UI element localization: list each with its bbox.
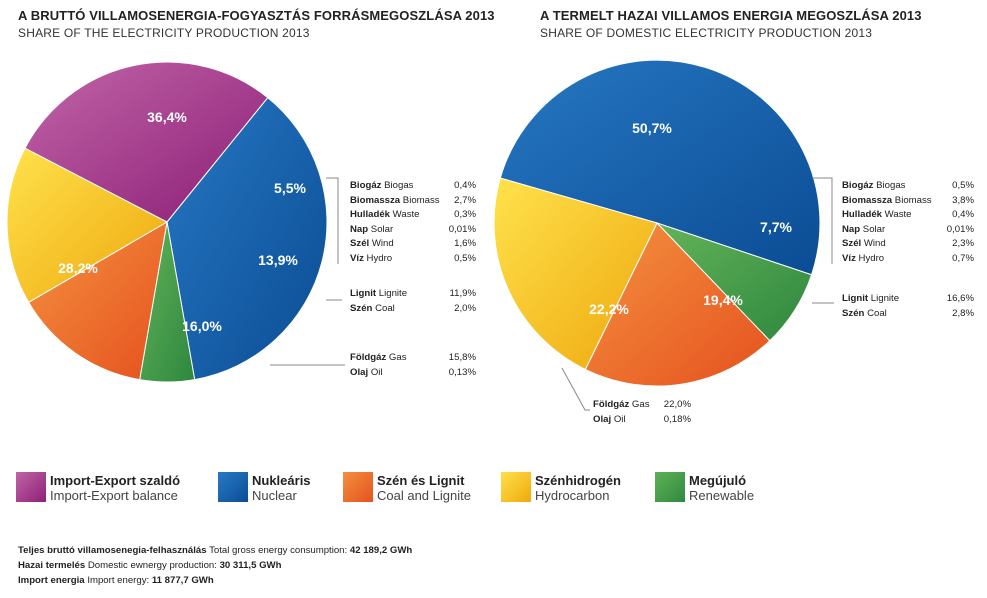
legend-label-hu: Import-Export szaldó	[50, 473, 181, 488]
legend-label-en: Nuclear	[252, 488, 297, 503]
legend-label-hu: Megújuló	[689, 473, 747, 488]
legend-label-hu: Szénhidrogén	[535, 473, 621, 488]
legend-item-hydrocarbon: Szénhidrogén Hydrocarbon	[501, 472, 641, 504]
pie-slice-coal	[27, 221, 168, 381]
legend-swatch-renewable	[655, 472, 685, 502]
slice-label-hydrocarbon: 16,0%	[182, 318, 222, 334]
breakdown-row: Szél Wind 1,6%	[350, 238, 476, 249]
footnote-import-energy: Import energia Import energy: 11 877,7 G…	[18, 575, 214, 586]
legend-item-import: Import-Export szaldó Import-Export balan…	[16, 472, 216, 504]
chart2-renewable-breakdown: Biogáz Biogas 0,5% Biomassza Biomass 3,8% …	[842, 179, 974, 266]
legend-swatch-nuclear	[218, 472, 248, 502]
breakdown-row: Nap Solar 0,01%	[842, 223, 974, 235]
legend-item-renewable: Megújuló Renewable	[655, 472, 775, 504]
breakdown-row: Földgáz Gas 22,0%	[593, 399, 691, 410]
leader-lines	[270, 177, 834, 411]
breakdown-row: Hulladék Waste 0,4%	[842, 209, 974, 220]
breakdown-row: Olaj Oil 0,13%	[350, 366, 476, 378]
legend-swatch-hydrocarbon	[501, 472, 531, 502]
breakdown-row: Szén Coal 2,0%	[350, 302, 476, 314]
breakdown-row: Szén Coal 2,8%	[842, 307, 974, 319]
slice-label-coal: 19,4%	[703, 292, 743, 308]
breakdown-row: Földgáz Gas 15,8%	[350, 352, 476, 363]
chart1-subtitle: SHARE OF THE ELECTRICITY PRODUCTION 2013	[18, 26, 310, 40]
legend-item-coal: Szén és Lignit Coal and Lignite	[343, 472, 503, 504]
footnote-total-consumption: Teljes bruttó villamosenegia-felhasználá…	[18, 545, 413, 556]
leader-line	[326, 177, 339, 264]
legend-swatch-coal	[343, 472, 373, 502]
chart2-subtitle: SHARE OF DOMESTIC ELECTRICITY PRODUCTION…	[540, 26, 873, 40]
breakdown-row: Szél Wind 2,3%	[842, 238, 974, 249]
legend-label-en: Import-Export balance	[50, 488, 178, 503]
slice-label-nuclear: 36,4%	[147, 109, 187, 125]
pie-chart-1: 36,4% 5,5% 13,9% 16,0% 28,2%	[6, 61, 328, 383]
slice-label-renewable: 5,5%	[274, 180, 306, 196]
slice-label-coal: 13,9%	[258, 252, 298, 268]
breakdown-row: Hulladék Waste 0,3%	[350, 209, 476, 220]
chart2-hydrocarbon-breakdown: Földgáz Gas 22,0% Olaj Oil 0,18%	[593, 398, 691, 427]
legend-label-en: Hydrocarbon	[535, 488, 610, 503]
breakdown-row: Biogáz Biogas 0,5%	[842, 180, 974, 191]
legend-label-hu: Szén és Lignit	[377, 473, 465, 488]
slice-label-import: 28,2%	[58, 260, 98, 276]
pie-charts: 36,4% 5,5% 13,9% 16,0% 28,2% 50,7% 7,7% 19,4% 2…	[6, 59, 834, 411]
slice-label-renewable: 7,7%	[760, 219, 792, 235]
chart1-renewable-breakdown: Biogáz Biogas 0,4% Biomassza Biomass 2,7% …	[350, 179, 476, 266]
breakdown-row: Nap Solar 0,01%	[350, 223, 476, 235]
legend-item-nuclear: Nukleáris Nuclear	[218, 472, 338, 504]
pie-slice-nuclear	[499, 59, 821, 276]
pie-slice-coal	[584, 222, 771, 387]
legend-label-en: Renewable	[689, 488, 755, 503]
pie-slice-nuclear	[166, 96, 328, 381]
breakdown-row: Lignit Lignite 16,6%	[842, 293, 974, 304]
pie-chart-2: 50,7% 7,7% 19,4% 22,2%	[493, 59, 821, 387]
pie-slice-hydrocarbon	[6, 147, 169, 303]
chart1-title: A BRUTTÓ VILLAMOSENERGIA-FOGYASZTÁS FORR…	[18, 8, 495, 23]
breakdown-row: Olaj Oil 0,18%	[593, 413, 691, 425]
legend-label-hu: Nukleáris	[252, 473, 311, 488]
breakdown-row: Biogáz Biogas 0,4%	[350, 180, 476, 191]
chart1-hydrocarbon-breakdown: Földgáz Gas 15,8% Olaj Oil 0,13%	[350, 351, 476, 380]
chart1-coal-breakdown: Lignit Lignite 11,9% Szén Coal 2,0%	[350, 287, 476, 316]
breakdown-row: Lignit Lignite 11,9%	[350, 288, 476, 299]
chart2-coal-breakdown: Lignit Lignite 16,6% Szén Coal 2,8%	[842, 292, 974, 321]
leader-line	[812, 177, 833, 264]
footnote-domestic-production: Hazai termelés Domestic ewnergy producti…	[18, 560, 282, 571]
pie-slice-hydrocarbon	[493, 177, 658, 371]
breakdown-row: Biomassza Biomass 2,7%	[350, 194, 476, 206]
slice-label-hydrocarbon: 22,2%	[589, 301, 629, 317]
breakdown-row: Víz Hydro 0,5%	[350, 252, 476, 264]
legend-label-en: Coal and Lignite	[377, 488, 471, 503]
legend-swatch-import	[16, 472, 46, 502]
slice-label-nuclear: 50,7%	[632, 120, 672, 136]
leader-line	[561, 367, 590, 411]
pie-slice-import	[24, 61, 269, 223]
chart2-title: A TERMELT HAZAI VILLAMOS ENERGIA MEGOSZL…	[540, 8, 922, 23]
breakdown-row: Biomassza Biomass 3,8%	[842, 194, 974, 206]
breakdown-row: Víz Hydro 0,7%	[842, 252, 974, 264]
